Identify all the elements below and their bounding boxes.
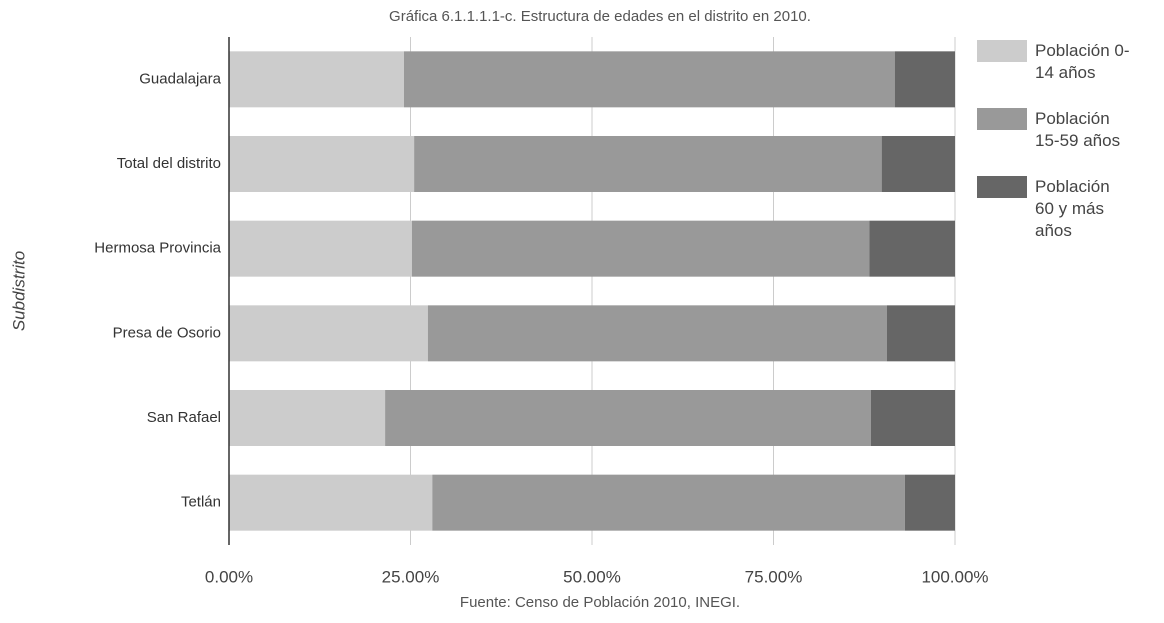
bar-segment [229,474,433,531]
bar-segment [881,136,955,192]
legend-label: Población 60 y más años [1035,177,1110,240]
bar-segment [411,220,870,277]
bar-segment [385,390,871,446]
legend-swatch [977,176,1027,198]
bar-segment [870,390,955,446]
x-tick-label: 75.00% [745,567,803,586]
source-note: Fuente: Censo de Población 2010, INEGI. [460,594,740,611]
y-tick-label: Hermosa Provincia [94,240,221,257]
bar-segment [229,220,412,277]
legend-swatch [977,108,1027,130]
bar-segment [427,305,887,362]
legend-label: Población 0-14 años [1035,41,1130,82]
bar-segment [229,136,415,192]
bar-segment [432,474,905,531]
x-tick-label: 50.00% [563,567,621,586]
chart-title: Gráfica 6.1.1.1.1-c. Estructura de edade… [389,8,811,25]
bar-segment [229,390,386,446]
y-tick-label: San Rafael [147,409,221,426]
bar-segment [869,220,955,277]
x-tick-label: 100.00% [921,567,988,586]
y-tick-label: Total del distrito [117,155,221,172]
bar-segment [904,474,955,531]
x-tick-label: 0.00% [205,567,253,586]
legend-label: Población 15-59 años [1035,109,1121,150]
bar-segment [229,305,428,362]
bar-segment [886,305,955,362]
bar-segment [229,51,404,108]
bar-segment [414,136,882,192]
legend-swatch [977,40,1027,62]
y-tick-label: Presa de Osorio [113,324,221,341]
bar-segment [403,51,895,108]
bar-segment [894,51,955,108]
y-tick-label: Tetlán [181,494,221,511]
y-axis-label: Subdistrito [9,251,28,331]
x-tick-label: 25.00% [382,567,440,586]
y-tick-label: Guadalajara [139,70,221,87]
